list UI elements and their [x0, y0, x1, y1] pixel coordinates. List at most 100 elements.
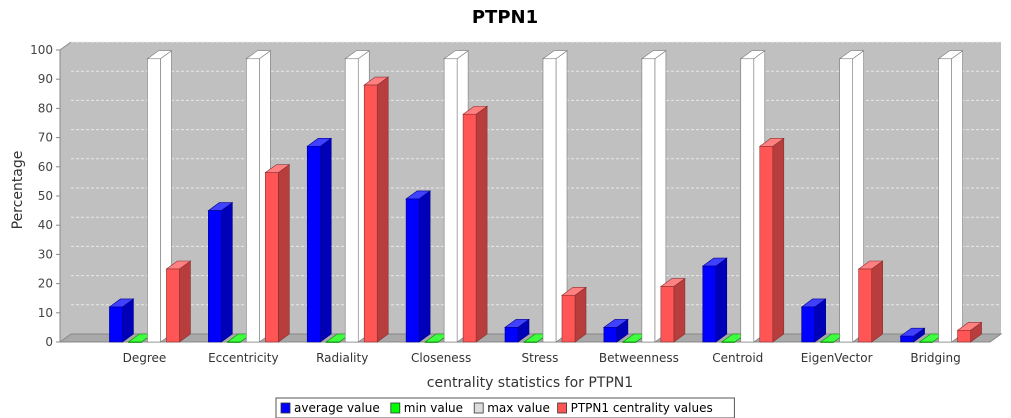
bar-front: [443, 58, 458, 343]
bar-average-value: [899, 327, 926, 343]
legend-label: min value: [404, 401, 463, 415]
bar-min-value: [523, 333, 549, 343]
legend-label: average value: [294, 401, 380, 415]
bar-front: [759, 146, 774, 343]
bar-side: [319, 137, 332, 343]
x-tick-label: Radiality: [316, 351, 368, 365]
bar-ptpn1-centrality-values: [857, 260, 884, 343]
y-tick-label: 50: [38, 189, 53, 203]
bar-ptpn1-centrality-values: [659, 277, 686, 343]
legend-item: PTPN1 centrality values: [557, 401, 713, 415]
legend-swatch: [473, 402, 484, 414]
bar-front: [938, 58, 952, 343]
bar-max-value: [640, 50, 667, 343]
bar-ptpn1-centrality-values: [956, 321, 983, 343]
legend-label: PTPN1 centrality values: [571, 401, 713, 415]
y-tick-label: 80: [38, 101, 53, 115]
bar-ptpn1-centrality-values: [165, 260, 192, 343]
bar-front: [109, 306, 123, 343]
y-axis-title: Percentage: [10, 151, 26, 230]
y-tick-label: 10: [38, 306, 53, 320]
bar-average-value: [108, 298, 135, 343]
bar-average-value: [504, 318, 530, 343]
x-tick-label: Stress: [522, 351, 559, 365]
bar-front: [424, 341, 439, 343]
x-axis-title: centrality statistics for PTPN1: [427, 375, 633, 391]
x-tick-label: Closeness: [411, 351, 471, 365]
bar-front: [306, 146, 321, 343]
bar-front: [561, 294, 576, 343]
legend-item: average value: [280, 401, 380, 415]
bar-front: [957, 330, 971, 343]
bar-front: [919, 341, 933, 343]
x-tick-label: Eccentricity: [208, 351, 278, 365]
bar-front: [265, 172, 279, 343]
chart-title: PTPN1: [472, 7, 538, 28]
bar-side: [574, 286, 587, 343]
bar-ptpn1-centrality-values: [264, 164, 291, 343]
bar-ptpn1-centrality-values: [363, 76, 390, 343]
y-axis: 0 10 20 30 40 50 60 70 80 90 100: [30, 43, 60, 349]
bar-front: [523, 341, 538, 343]
bar-front: [462, 113, 477, 343]
bar-front: [622, 341, 637, 343]
bar-front: [820, 341, 834, 343]
y-tick-label: 30: [38, 247, 53, 261]
bar-front: [363, 84, 378, 343]
bar-front: [344, 58, 359, 343]
bar-front: [721, 341, 736, 343]
bar-average-value: [701, 257, 728, 343]
legend-item: min value: [390, 401, 463, 415]
bar-side: [715, 257, 728, 343]
legend-swatch: [557, 402, 567, 414]
bar-front: [542, 58, 557, 343]
x-tick-label: EigenVector: [801, 351, 873, 365]
bar-side: [871, 260, 883, 343]
x-tick-label: Centroid: [712, 351, 763, 365]
bar-ptpn1-centrality-values: [758, 137, 785, 343]
bar-front: [166, 268, 180, 343]
bar-side: [376, 76, 389, 343]
bar-average-value: [602, 318, 629, 343]
bar-ptpn1-centrality-values: [561, 286, 587, 343]
bar-front: [246, 58, 260, 343]
y-tick-label: 70: [38, 131, 53, 145]
y-tick-label: 90: [38, 72, 53, 86]
bar-side: [951, 50, 963, 343]
bar-front: [325, 341, 340, 343]
bar-front: [504, 327, 519, 343]
y-tick-label: 60: [38, 160, 53, 174]
legend: average value min value max value PTPN1 cen…: [275, 397, 735, 418]
y-tick-label: 0: [45, 335, 53, 349]
bar-front: [801, 306, 815, 343]
bar-max-value: [542, 50, 568, 343]
bar-average-value: [405, 190, 432, 343]
bar-side: [475, 105, 488, 343]
bar-front: [660, 286, 675, 343]
legend-item: max value: [473, 401, 550, 415]
bar-average-value: [306, 137, 333, 343]
bar-front: [208, 210, 222, 343]
bar-front: [603, 327, 618, 343]
bar-side: [179, 260, 191, 343]
bar-max-value: [937, 50, 964, 343]
bar-front: [858, 268, 872, 343]
x-axis: Degree Eccentricity Radiality Closeness Stre…: [123, 351, 961, 365]
bar-front: [740, 58, 755, 343]
bar-front: [839, 58, 853, 343]
legend-swatch: [390, 402, 401, 414]
bar-front: [128, 341, 142, 343]
bar-front: [405, 198, 420, 343]
x-tick-label: Degree: [123, 351, 167, 365]
legend-swatch: [280, 402, 291, 414]
plot-wall-edge: [59, 41, 72, 51]
bar-front: [147, 58, 161, 343]
bar-side: [673, 277, 686, 343]
y-tick-label: 40: [38, 218, 53, 232]
bar-front: [641, 58, 656, 343]
bar-average-value: [207, 202, 234, 343]
bar-ptpn1-centrality-values: [462, 105, 489, 343]
bar-average-value: [800, 298, 827, 343]
x-tick-label: Betweenness: [599, 351, 679, 365]
